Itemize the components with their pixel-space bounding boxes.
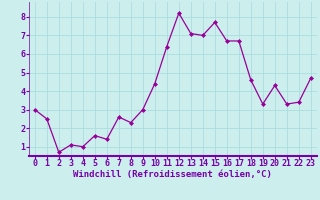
- X-axis label: Windchill (Refroidissement éolien,°C): Windchill (Refroidissement éolien,°C): [73, 170, 272, 179]
